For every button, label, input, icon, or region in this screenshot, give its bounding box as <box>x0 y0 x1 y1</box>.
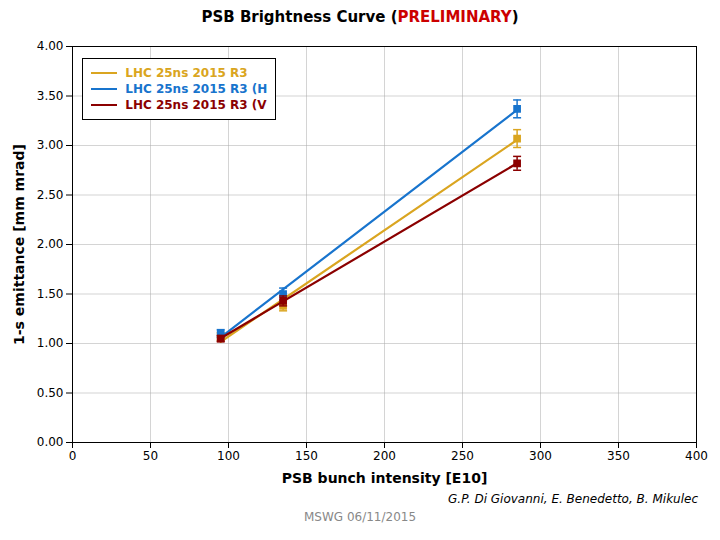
svg-text:2.00: 2.00 <box>37 237 64 251</box>
svg-text:3.00: 3.00 <box>37 138 64 152</box>
svg-text:0.00: 0.00 <box>37 435 64 449</box>
svg-text:PSB bunch intensity [E10]: PSB bunch intensity [E10] <box>282 470 488 486</box>
svg-text:0.50: 0.50 <box>37 386 64 400</box>
svg-text:100: 100 <box>217 449 240 463</box>
html-text:LHC 25ns 2015 R3 (H: LHC 25ns 2015 R3 (H <box>125 81 268 96</box>
svg-text:350: 350 <box>607 449 630 463</box>
svg-text:300: 300 <box>529 449 552 463</box>
svg-text:250: 250 <box>451 449 474 463</box>
svg-text:400: 400 <box>685 449 708 463</box>
html-text:G.P. Di Giovanni, E. Benedetto: G.P. Di Giovanni, E. Benedetto, B. Mikul… <box>448 492 698 506</box>
html-text:MSWG 06/11/2015: MSWG 06/11/2015 <box>303 510 417 524</box>
html-text:LHC 25ns 2015 R3: LHC 25ns 2015 R3 <box>125 65 248 80</box>
svg-text:1-s emittance [mm mrad]: 1-s emittance [mm mrad] <box>11 144 27 345</box>
html-text:LHC 25ns 2015 R3 (V: LHC 25ns 2015 R3 (V <box>125 97 267 112</box>
svg-text:200: 200 <box>373 449 396 463</box>
svg-text:4.00: 4.00 <box>37 39 64 53</box>
svg-text:3.50: 3.50 <box>37 89 64 103</box>
html-text:PSB Brightness Curve (PRELIMIN: PSB Brightness Curve (PRELIMINARY) <box>201 8 519 26</box>
svg-text:50: 50 <box>143 449 158 463</box>
svg-text:2.50: 2.50 <box>37 188 64 202</box>
svg-text:150: 150 <box>295 449 318 463</box>
svg-text:0: 0 <box>69 449 77 463</box>
svg-text:1.50: 1.50 <box>37 287 64 301</box>
svg-text:1.00: 1.00 <box>37 336 64 350</box>
